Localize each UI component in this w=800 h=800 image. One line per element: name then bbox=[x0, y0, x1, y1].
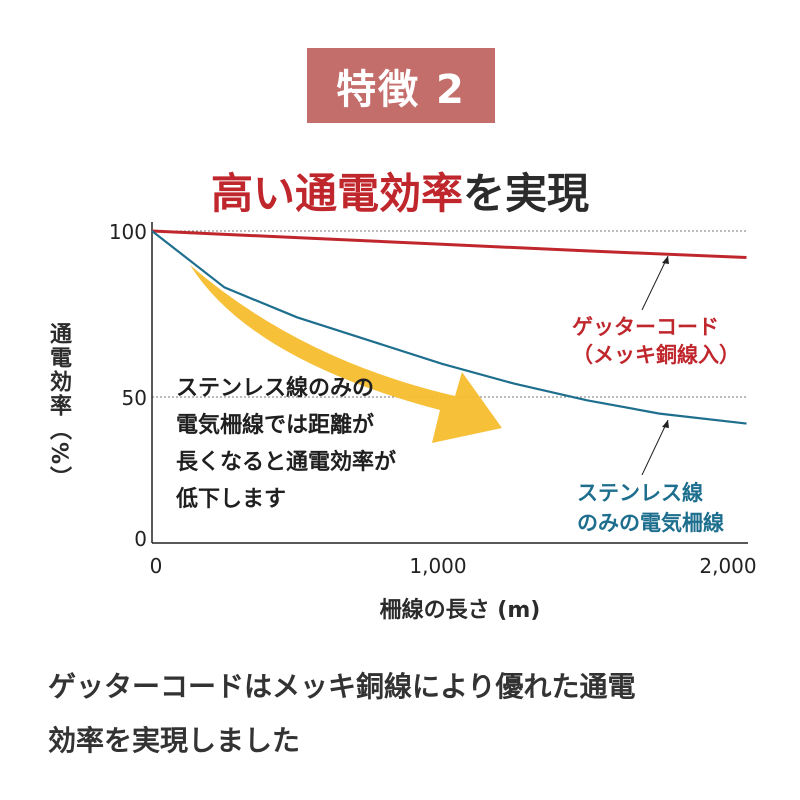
x-tick-label: 0 bbox=[150, 554, 163, 578]
annotation-line: 電気柵線では距離が bbox=[176, 413, 375, 438]
y-tick-label: 50 bbox=[122, 386, 147, 410]
pointer-arrowhead-icon bbox=[662, 256, 669, 264]
footer-text: ゲッターコードはメッキ銅線により優れた通電 効率を実現しました bbox=[48, 660, 635, 768]
label-line: ステンレス線 bbox=[577, 481, 703, 505]
label-line: のみの電気柵線 bbox=[577, 511, 724, 535]
series-label-stainless: ステンレス線 のみの電気柵線 bbox=[577, 478, 724, 538]
annotation-line: ステンレス線のみの bbox=[176, 376, 375, 401]
pointer-line bbox=[641, 419, 669, 476]
x-tick-label: 2,000 bbox=[699, 554, 756, 578]
annotation-line: 低下します bbox=[176, 487, 287, 512]
y-tick-label: 0 bbox=[134, 527, 147, 551]
x-tick-label: 1,000 bbox=[409, 554, 466, 578]
label-line: （メッキ銅線入） bbox=[572, 343, 740, 367]
footer-line: 効率を実現しました bbox=[48, 724, 301, 757]
x-axis-label: 柵線の長さ (m) bbox=[379, 598, 541, 623]
feature-badge: 特徴 2 bbox=[307, 48, 495, 123]
pointer-line bbox=[641, 255, 669, 311]
trend-arrow bbox=[190, 265, 502, 443]
footer-line: ゲッターコードはメッキ銅線により優れた通電 bbox=[48, 670, 636, 703]
series-line-stainless bbox=[151, 230, 747, 425]
series-label-getter-cord: ゲッターコード （メッキ銅線入） bbox=[572, 313, 740, 369]
headline-rest: を実現 bbox=[463, 169, 590, 218]
annotation-text: ステンレス線のみの 電気柵線では距離が 長くなると通電効率が 低下します bbox=[176, 370, 396, 518]
series-line-getter-cord bbox=[151, 229, 747, 260]
headline: 高い通電効率を実現 bbox=[0, 160, 800, 221]
y-axis-label: 通電効率（%） bbox=[46, 322, 71, 491]
headline-highlight: 高い通電効率 bbox=[210, 169, 463, 218]
pointer-arrowhead-icon bbox=[662, 420, 669, 428]
label-line: ゲッターコード bbox=[572, 315, 719, 339]
y-tick-label: 100 bbox=[109, 220, 147, 244]
annotation-line: 長くなると通電効率が bbox=[176, 450, 397, 475]
